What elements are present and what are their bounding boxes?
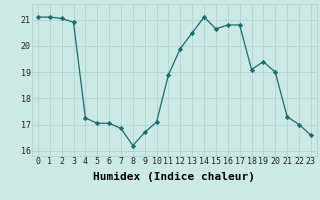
X-axis label: Humidex (Indice chaleur): Humidex (Indice chaleur): [93, 172, 255, 182]
